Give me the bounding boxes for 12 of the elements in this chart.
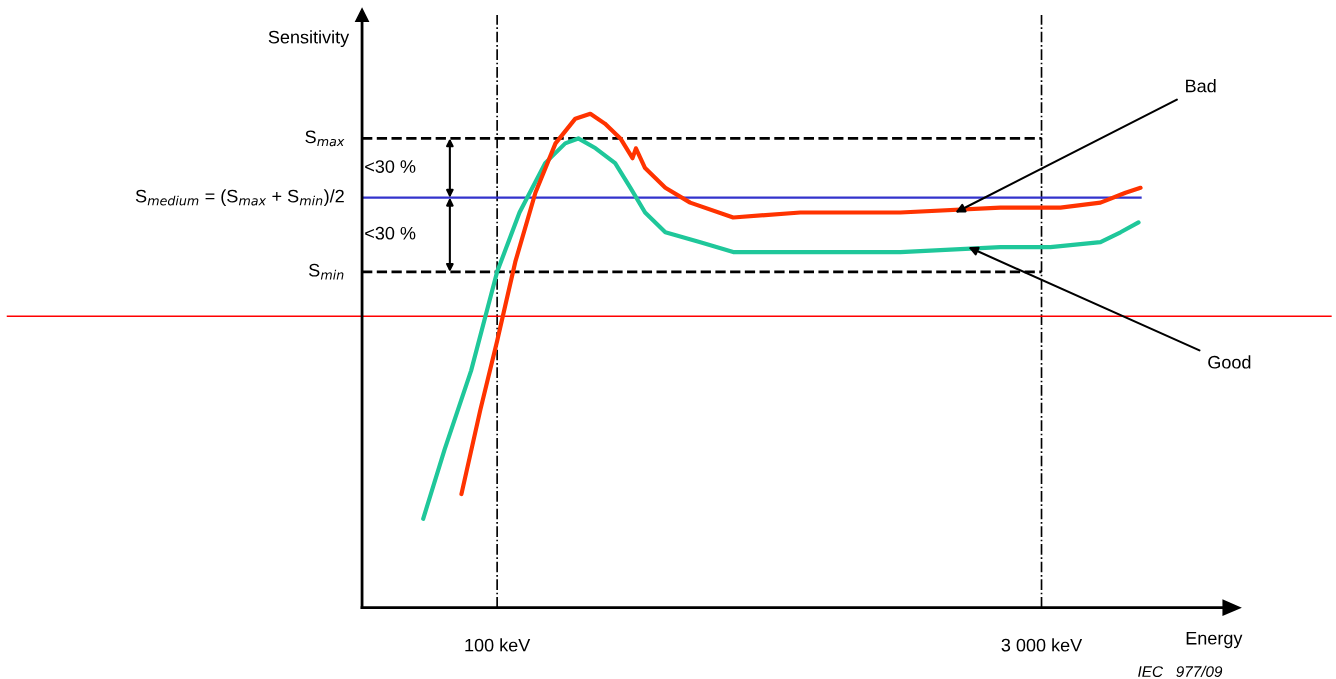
annotation: Bad [1186, 79, 1216, 93]
ref-line-label: S$_{max}$ [305, 130, 345, 147]
y-axis-title: Sensitivity [268, 30, 350, 48]
x-axis-title: Energy [1186, 631, 1243, 649]
ref-line-label: S$_{min}$ [309, 263, 344, 280]
text: IEC 977/09 [1138, 665, 1223, 678]
annotation: <30 % [365, 226, 416, 240]
x-tick-label: 100 keV [465, 638, 531, 652]
annotation: Good [1208, 355, 1251, 369]
ref-line-label: S$_{medium}$ = (S$_{max}$ + S$_{min}$)/2 [135, 189, 344, 207]
x-tick-label: 3 000 keV [1001, 638, 1083, 652]
annotation: <30 % [365, 160, 416, 173]
